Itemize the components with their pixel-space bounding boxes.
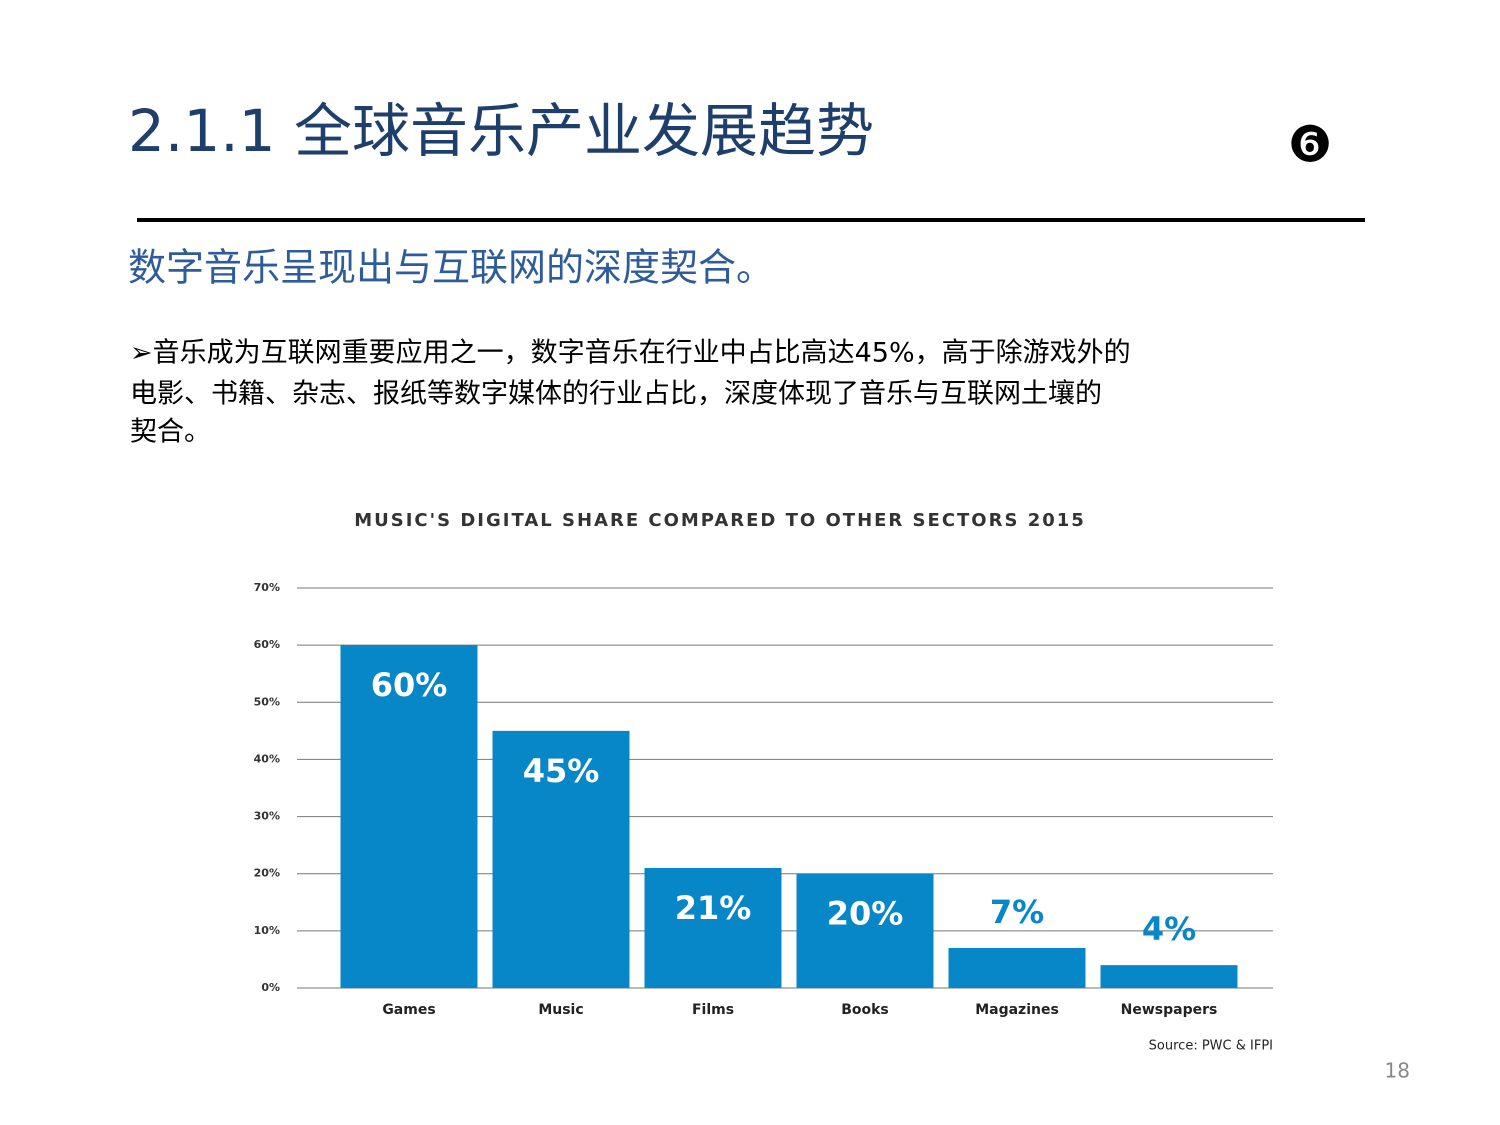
body-line: ➢音乐成为互联网重要应用之一，数字音乐在行业中占比高达45%，高于除游戏外的 [130, 338, 1131, 369]
bar [796, 873, 934, 988]
y-tick-label: 20% [254, 867, 280, 880]
y-tick-label: 40% [254, 752, 280, 765]
bar [644, 868, 782, 988]
bar [948, 948, 1086, 988]
value-label: 45% [523, 752, 600, 790]
slide-title: 2.1.1 全球音乐产业发展趋势 [128, 97, 874, 165]
chart-title: MUSIC'S DIGITAL SHARE COMPARED TO OTHER … [354, 510, 1086, 531]
subtitle: 数字音乐呈现出与互联网的深度契合。 [128, 246, 774, 290]
value-label: 4% [1142, 910, 1196, 948]
y-tick-label: 70% [254, 581, 280, 594]
bar [1100, 965, 1238, 988]
value-label: 7% [990, 893, 1044, 931]
page-number: 18 [1385, 1059, 1410, 1083]
x-tick-label: Films [692, 1002, 734, 1018]
y-tick-label: 10% [254, 924, 280, 937]
badge: ❻ [1288, 116, 1333, 174]
bar [492, 730, 630, 988]
x-tick-label: Games [382, 1002, 435, 1018]
body-line: 电影、书籍、杂志、报纸等数字媒体的行业占比，深度体现了音乐与互联网土壤的 [130, 379, 1102, 410]
y-tick-label: 0% [261, 981, 280, 994]
x-tick-label: Books [841, 1002, 889, 1018]
y-tick-label: 30% [254, 810, 280, 823]
x-tick-label: Music [538, 1002, 583, 1018]
body-line: 契合。 [130, 417, 211, 448]
value-label: 21% [675, 889, 752, 927]
value-label: 20% [827, 895, 904, 933]
chart-source: Source: PWC & IFPI [1149, 1039, 1273, 1054]
x-tick-label: Newspapers [1121, 1002, 1218, 1018]
bar [340, 645, 478, 988]
value-label: 60% [371, 666, 448, 704]
x-tick-label: Magazines [975, 1002, 1059, 1018]
y-tick-label: 50% [254, 695, 280, 708]
y-tick-label: 60% [254, 638, 280, 651]
